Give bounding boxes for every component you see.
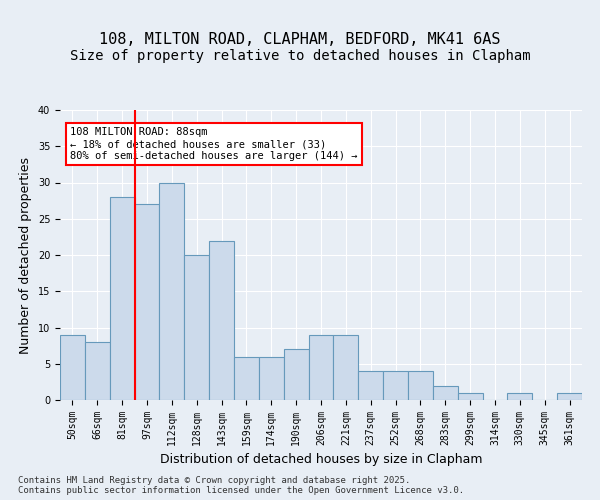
- Bar: [85, 342, 110, 400]
- Bar: [458, 393, 482, 400]
- Bar: [184, 255, 209, 400]
- Text: Contains HM Land Registry data © Crown copyright and database right 2025.
Contai: Contains HM Land Registry data © Crown c…: [18, 476, 464, 495]
- Bar: [60, 335, 85, 400]
- Bar: [408, 371, 433, 400]
- Bar: [160, 182, 184, 400]
- Bar: [433, 386, 458, 400]
- Bar: [234, 356, 259, 400]
- Bar: [209, 240, 234, 400]
- Bar: [284, 349, 308, 400]
- Bar: [259, 356, 284, 400]
- X-axis label: Distribution of detached houses by size in Clapham: Distribution of detached houses by size …: [160, 454, 482, 466]
- Bar: [334, 335, 358, 400]
- Bar: [358, 371, 383, 400]
- Bar: [308, 335, 334, 400]
- Bar: [557, 393, 582, 400]
- Bar: [383, 371, 408, 400]
- Bar: [508, 393, 532, 400]
- Y-axis label: Number of detached properties: Number of detached properties: [19, 156, 32, 354]
- Bar: [134, 204, 160, 400]
- Text: 108, MILTON ROAD, CLAPHAM, BEDFORD, MK41 6AS: 108, MILTON ROAD, CLAPHAM, BEDFORD, MK41…: [99, 32, 501, 48]
- Bar: [110, 197, 134, 400]
- Text: 108 MILTON ROAD: 88sqm
← 18% of detached houses are smaller (33)
80% of semi-det: 108 MILTON ROAD: 88sqm ← 18% of detached…: [70, 128, 358, 160]
- Text: Size of property relative to detached houses in Clapham: Size of property relative to detached ho…: [70, 49, 530, 63]
